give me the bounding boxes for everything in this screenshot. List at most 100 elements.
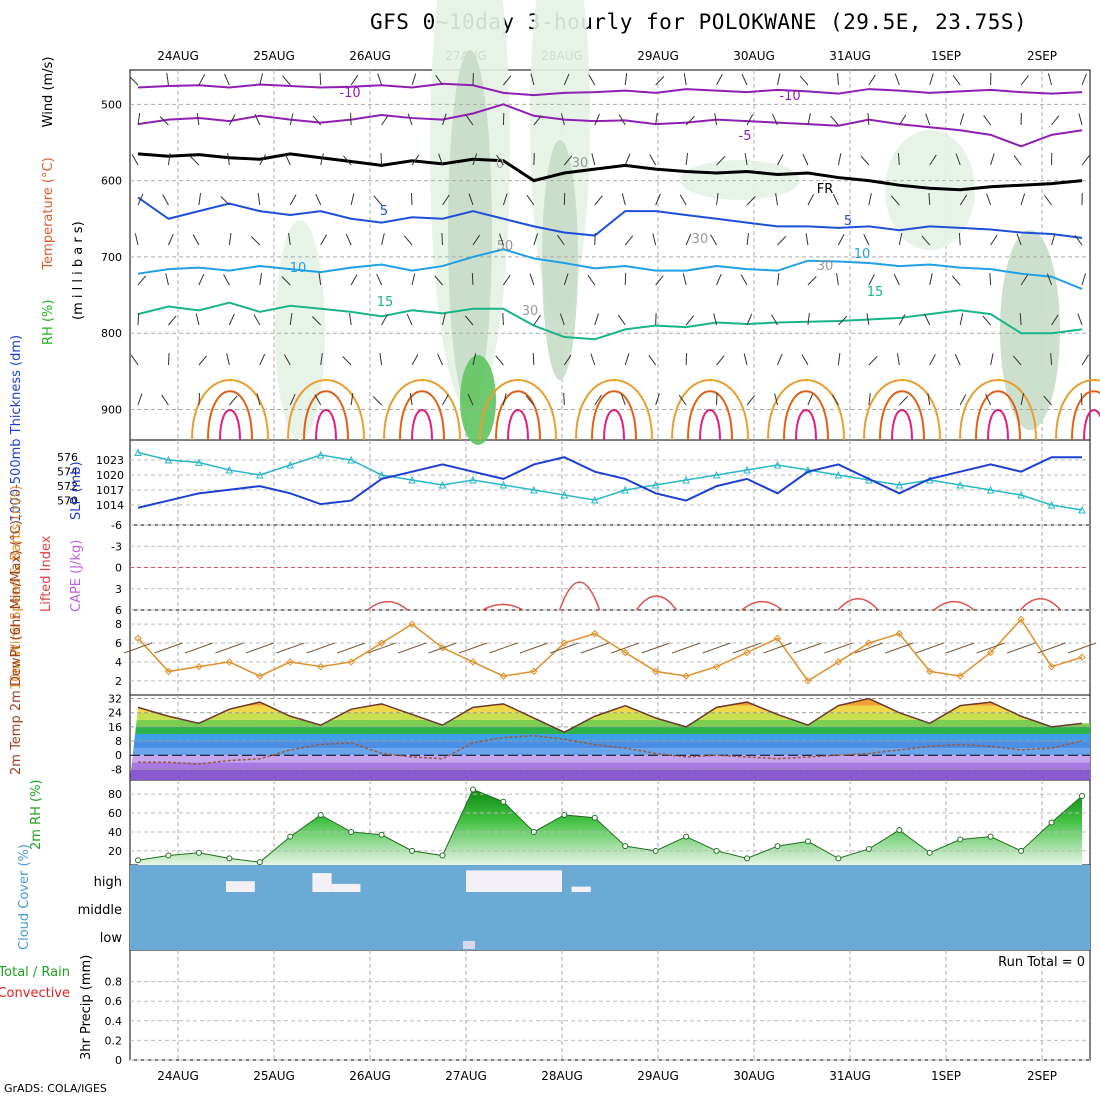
- wind-speed-point: [1017, 615, 1025, 624]
- thickness-tick: 574: [57, 466, 78, 479]
- isotherm-line-m10: [137, 82, 1083, 97]
- wind-barb: [198, 193, 202, 206]
- rh-point: [409, 847, 416, 854]
- temp-band: [130, 726, 1090, 734]
- wind-barb: [799, 75, 809, 86]
- wind-speed-point: [560, 639, 569, 647]
- wind-barb: [982, 315, 992, 326]
- isotherm-lobe-20: [479, 379, 557, 441]
- wind-barb: [898, 233, 903, 246]
- cape-curve: [482, 603, 524, 611]
- wind-barb: [441, 232, 444, 246]
- wind-barb: [198, 273, 205, 286]
- wind-barb: [137, 393, 143, 406]
- wind-barb: [807, 313, 810, 326]
- surface-wind-barb: [793, 642, 823, 654]
- wind-barb: [655, 76, 665, 86]
- wind-barb: [1081, 73, 1087, 86]
- rh-point: [439, 852, 446, 859]
- wind-barb: [198, 392, 201, 406]
- wind-barb: [771, 314, 778, 326]
- wind-barb: [411, 154, 420, 166]
- wind-barb: [591, 153, 596, 166]
- li-tick: 0: [115, 562, 122, 575]
- rh-tick: 40: [108, 826, 122, 839]
- temp-tick: 16: [108, 721, 122, 734]
- wind-barb: [314, 394, 322, 406]
- wind-barb: [927, 393, 931, 406]
- wind-barb: [134, 233, 139, 246]
- wind-barb: [563, 155, 573, 166]
- rh-ylabel: 2m RH (%): [29, 779, 44, 850]
- rh-point: [287, 833, 294, 840]
- wind-barb: [318, 273, 322, 286]
- wind-barb: [289, 113, 294, 126]
- temp-tick: 24: [108, 707, 122, 720]
- slp-point: [560, 490, 569, 499]
- contour-label: 30: [572, 156, 589, 171]
- surface-wind-barb: [367, 642, 396, 654]
- wind-barb: [435, 74, 443, 86]
- wind-barb: [220, 196, 230, 206]
- thickness-tick: 572: [57, 480, 78, 493]
- wind-barb: [137, 275, 147, 286]
- surface-wind-barb: [885, 642, 914, 654]
- wind-speed-point: [347, 658, 355, 666]
- wind-barb: [254, 113, 261, 126]
- wind-barb: [198, 74, 206, 86]
- surface-wind-barb: [1006, 642, 1036, 654]
- wind-barb: [320, 234, 327, 246]
- wind-barb: [590, 353, 596, 366]
- wind-barb: [983, 114, 992, 126]
- contour-label: 15: [867, 285, 884, 300]
- wind-speed-point: [895, 629, 903, 638]
- wind-speed-point: [408, 620, 416, 628]
- surface-wind-barb: [215, 642, 244, 654]
- pressure-unit-label: (m i l l i b a r s): [71, 221, 86, 320]
- wind-barb: [259, 273, 262, 286]
- temp-band: [130, 769, 1090, 780]
- slp-point: [134, 448, 142, 456]
- wind-barb: [253, 314, 261, 326]
- date-label-bottom: 25AUG: [253, 1069, 295, 1083]
- wind-barb: [472, 153, 478, 166]
- wind-barb: [777, 353, 783, 366]
- surface-wind-barb: [976, 642, 1005, 654]
- wind-barb: [350, 393, 354, 406]
- surface-wind-barb: [946, 642, 975, 654]
- rh-point: [195, 849, 202, 856]
- wind-speed-point: [591, 629, 599, 638]
- contour-label: 10: [854, 247, 871, 262]
- contour-label: 0: [496, 157, 504, 172]
- wind-barb: [442, 394, 449, 406]
- wind-barb: [924, 313, 931, 326]
- temp-band: [130, 733, 1090, 742]
- wind-barb: [1081, 273, 1086, 286]
- wind-barb: [921, 235, 931, 246]
- wind-barb: [929, 354, 936, 366]
- wind-barb: [166, 73, 169, 86]
- slp-point: [438, 480, 447, 489]
- wind-barb: [805, 233, 809, 246]
- temp-ylabel: 2m Temp 2m DewPt (6hr Min/Max) (°C): [9, 520, 24, 775]
- temp-tick: 32: [108, 693, 122, 706]
- wind-barb: [989, 272, 992, 286]
- temp-band: [130, 741, 1090, 749]
- rh-shading: [885, 130, 975, 250]
- wind-barb: [925, 113, 931, 126]
- isotherm-lobe-25: [783, 390, 829, 441]
- date-label-top: 31AUG: [829, 49, 871, 63]
- wind-barb: [228, 313, 235, 326]
- wind-barb: [952, 74, 961, 86]
- wind-barb: [775, 193, 778, 206]
- wind-barb: [801, 354, 809, 366]
- wind-barb: [807, 113, 811, 126]
- wind-barb: [343, 155, 352, 166]
- rh-point: [926, 849, 933, 856]
- surface-wind-barb: [763, 642, 792, 654]
- wind-barb: [471, 272, 474, 286]
- wind-speed-point: [651, 667, 660, 676]
- wind-speed-line: [137, 618, 1083, 682]
- wind-speed-point: [377, 639, 386, 647]
- slp-point: [255, 470, 264, 479]
